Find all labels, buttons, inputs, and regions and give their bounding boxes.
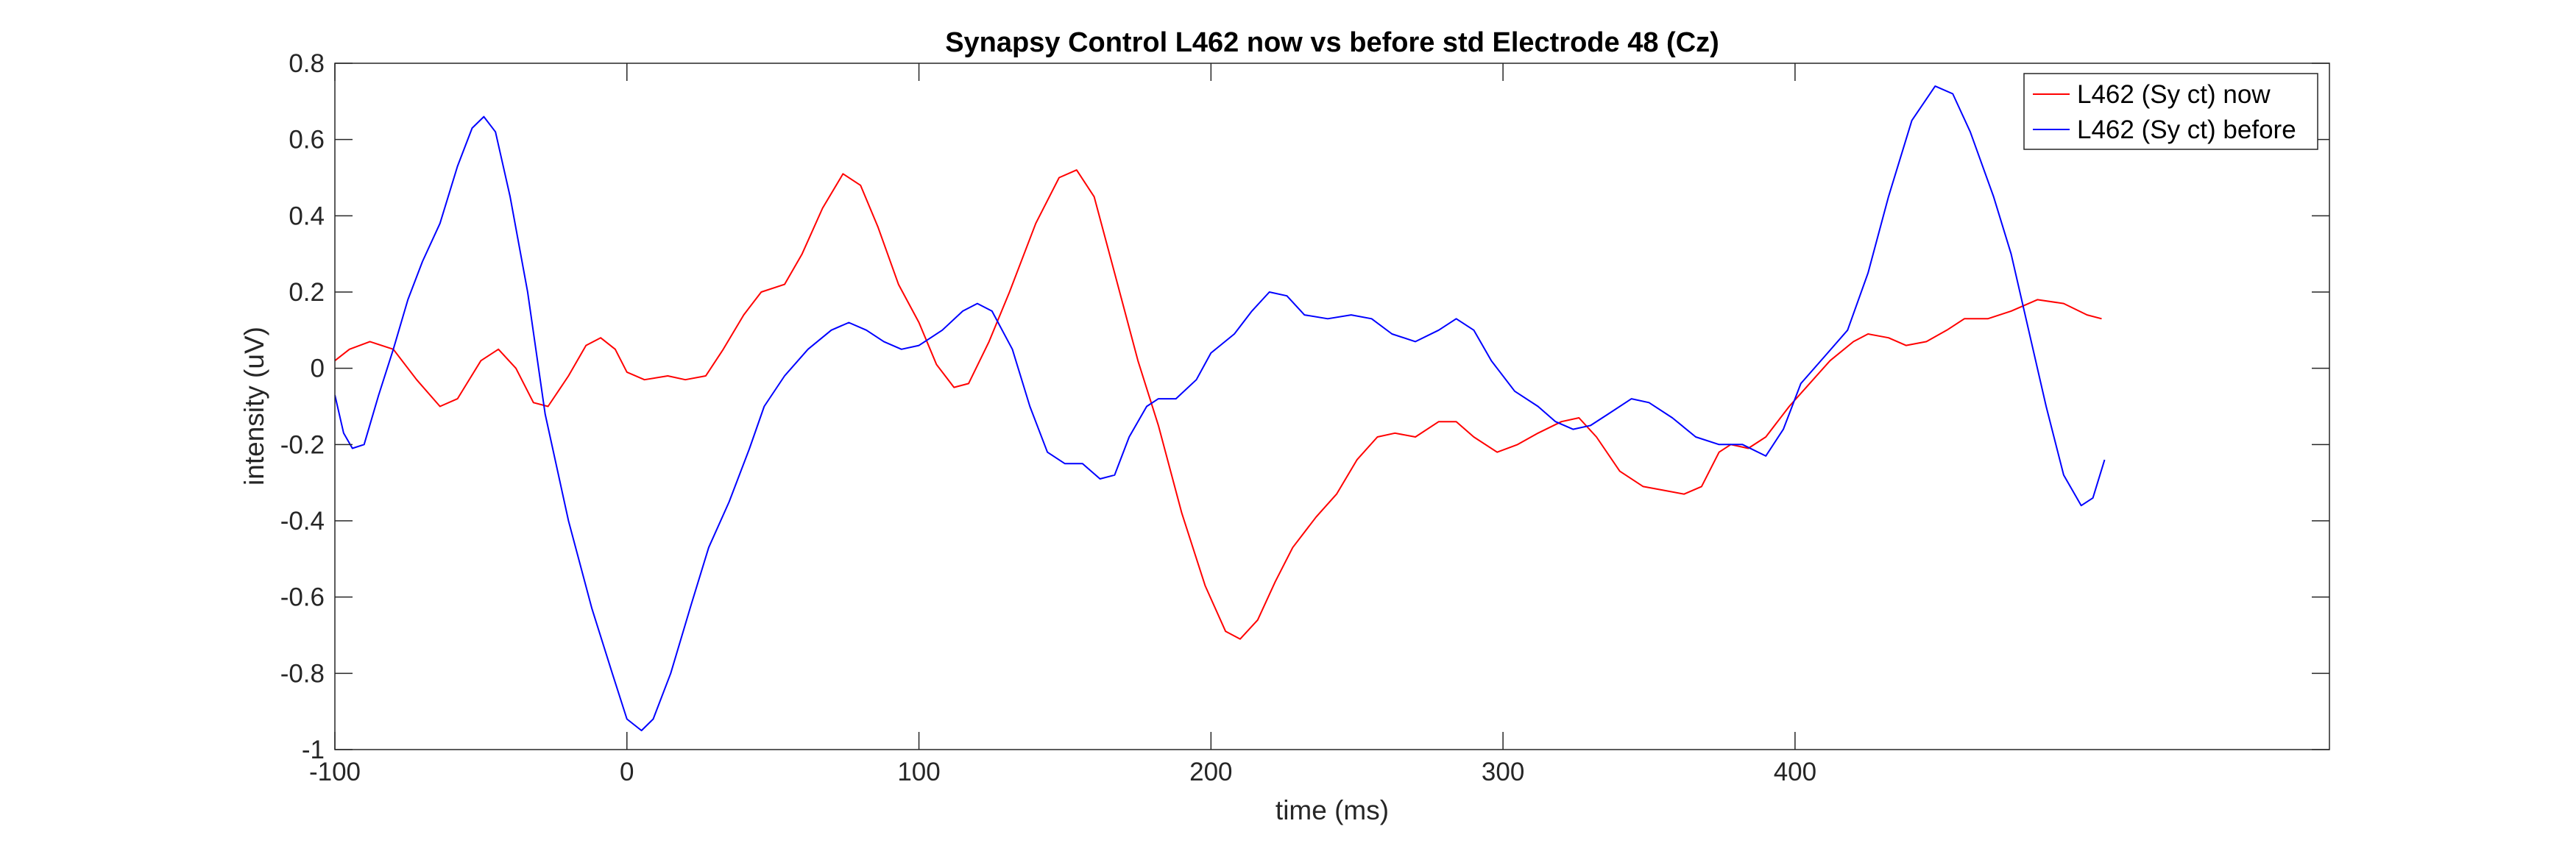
y-tick-label: 0.2 <box>289 278 325 307</box>
series-line-1 <box>335 85 2106 732</box>
x-tick-label: 200 <box>1189 758 1232 786</box>
y-tick-label: -0.6 <box>280 583 325 612</box>
y-tick-label: 0.6 <box>289 126 325 154</box>
x-tick-label: 300 <box>1482 758 1524 786</box>
x-tick-label: 0 <box>620 758 634 786</box>
y-tick-label: 0 <box>311 355 325 383</box>
y-axis: -1 -0.8 -0.6 -0.4 -0.2 0 0.2 0.4 0.6 0.8 <box>280 49 2329 764</box>
y-tick-label: 0.8 <box>289 49 325 78</box>
x-tick-label: 100 <box>897 758 940 786</box>
y-axis-label: intensity (uV) <box>239 327 269 485</box>
legend-label-1: L462 (Sy ct) before <box>2077 115 2296 144</box>
y-tick-label: -1 <box>302 736 325 764</box>
plot-frame <box>334 63 2330 750</box>
y-tick-label: -0.4 <box>280 507 325 536</box>
legend: L462 (Sy ct) now L462 (Sy ct) before <box>2023 73 2318 150</box>
x-tick-label: 400 <box>1774 758 1816 786</box>
legend-box <box>2023 73 2318 150</box>
chart-title: Synapsy Control L462 now vs before std E… <box>945 27 1719 58</box>
y-tick-label: -0.2 <box>280 430 325 459</box>
y-tick-label: -0.8 <box>280 659 325 688</box>
x-tick-label: -100 <box>309 758 361 786</box>
y-tick-label: 0.4 <box>289 202 325 230</box>
x-axis-label: time (ms) <box>1275 795 1389 825</box>
legend-label-0: L462 (Sy ct) now <box>2077 80 2271 109</box>
series-line-0 <box>335 169 2102 640</box>
series-layer <box>335 85 2106 732</box>
x-axis: -100 0 100 200 300 400 <box>309 63 1816 786</box>
